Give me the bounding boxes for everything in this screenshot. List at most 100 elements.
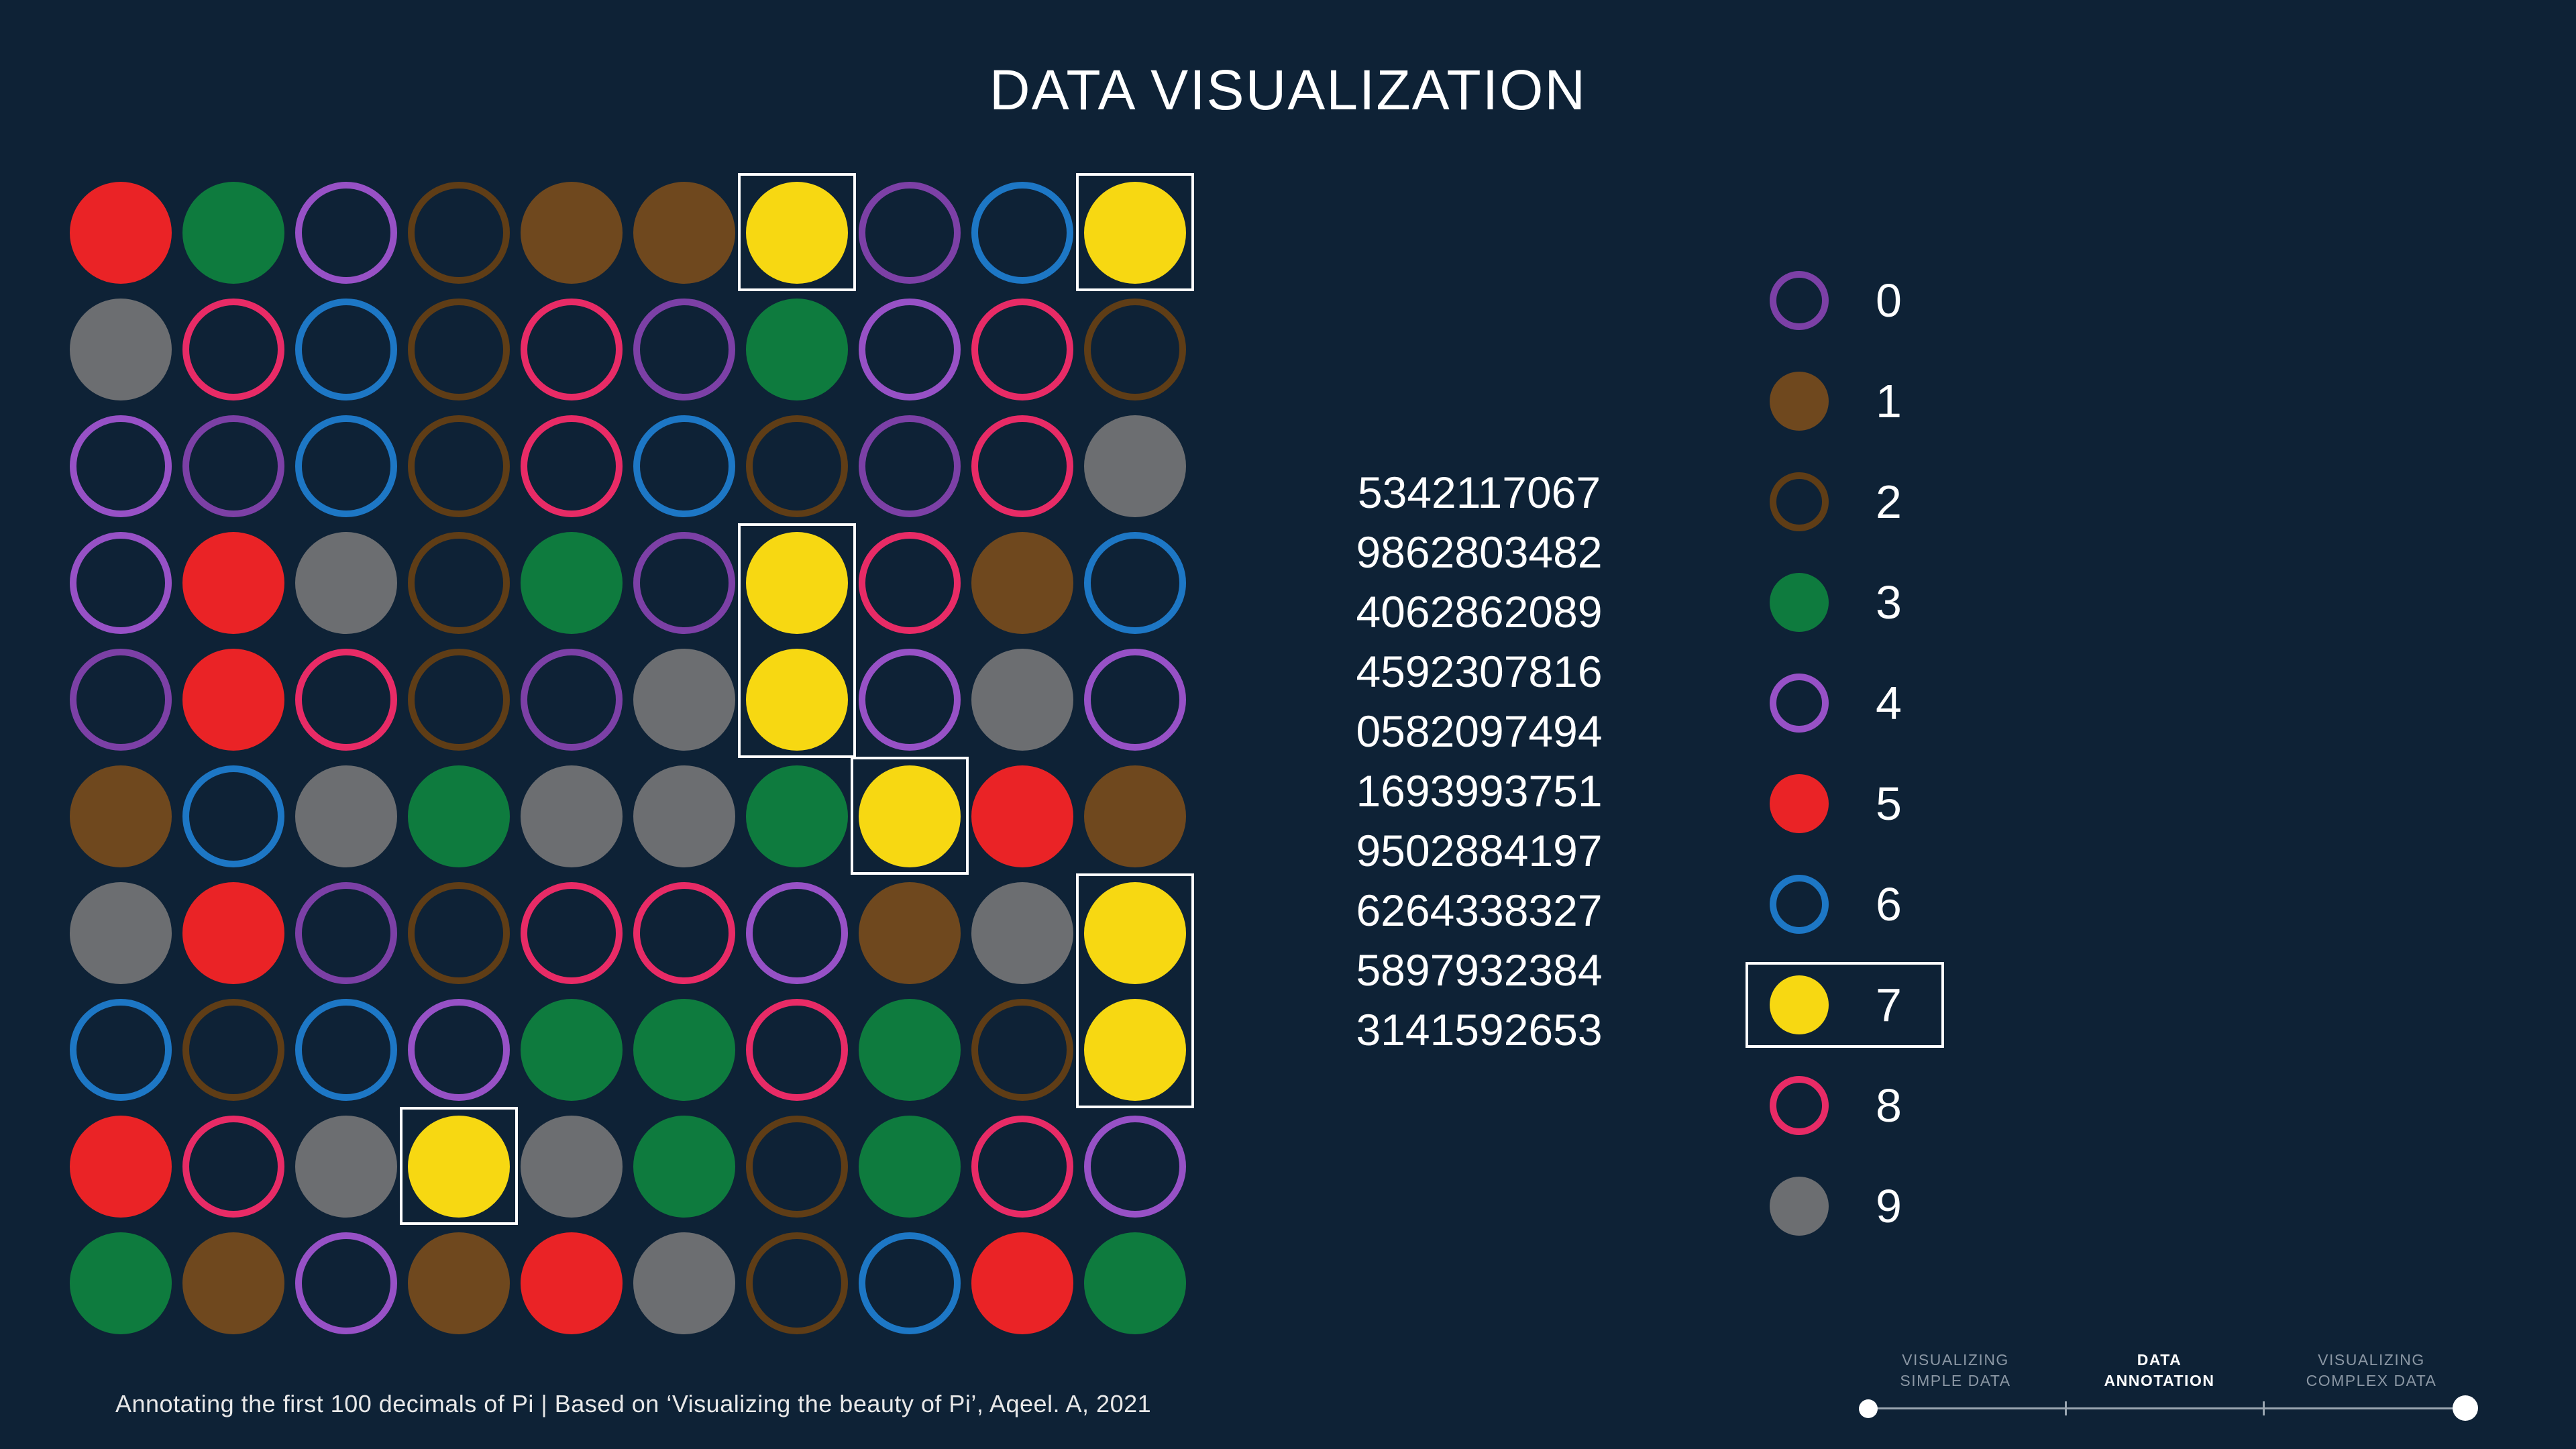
pi-row-number: 9862803482 [1356,527,1603,577]
pi-dot-grid [64,173,1194,1342]
legend-item-3: 3 [1770,552,1902,653]
timeline-step-data-annotation[interactable]: DATA ANNOTATION [2104,1350,2215,1391]
timeline-tick [2065,1401,2067,1415]
pi-dot-digit-8 [521,299,623,400]
pi-dot-digit-7 [408,1116,510,1218]
legend-item-5: 5 [1770,753,1902,854]
legend-swatch-8-icon [1770,1076,1829,1135]
legend-digit-label: 9 [1876,1180,1902,1232]
pi-dot-digit-2 [408,532,510,634]
digit7-highlight-box [738,523,856,758]
pi-dot-digit-6 [70,999,172,1101]
source-caption: Annotating the first 100 decimals of Pi … [115,1390,1152,1417]
pi-dot-digit-7 [859,765,961,867]
pi-dot-digit-7 [1084,999,1186,1101]
pi-dot-digit-1 [859,882,961,984]
pi-dot-digit-3 [1084,1232,1186,1334]
pi-dot-digit-3 [746,765,848,867]
pi-dot-digit-4 [859,649,961,751]
pi-dot-digit-8 [746,999,848,1101]
pi-dot-digit-1 [1084,765,1186,867]
timeline-step-label: ANNOTATION [2104,1372,2215,1389]
pi-dot-digit-5 [182,882,284,984]
legend-digit-label: 5 [1876,777,1902,830]
pi-dot-digit-4 [1084,1116,1186,1218]
pi-dot-digit-2 [408,882,510,984]
pi-dot-digit-1 [971,532,1073,634]
pi-dot-digit-6 [182,765,284,867]
pi-dot-digit-3 [633,999,735,1101]
pi-dot-digit-6 [295,999,397,1101]
pi-dot-digit-9 [70,299,172,400]
legend-swatch-5-icon [1770,774,1829,833]
pi-dot-digit-1 [408,1232,510,1334]
pi-dot-digit-8 [971,1116,1073,1218]
pi-dot-digit-5 [70,1116,172,1218]
digit-legend: 0 1 2 3 4 5 6 7 8 9 [1746,250,1944,1256]
pi-dot-digit-8 [521,415,623,517]
timeline-step-label: COMPLEX DATA [2306,1372,2437,1389]
legend-item-2: 2 [1770,451,1902,552]
pi-dot-digit-9 [295,532,397,634]
pi-dot-digit-7 [1084,182,1186,284]
legend-digit-label: 2 [1876,476,1902,528]
pi-dot-digit-1 [70,765,172,867]
legend-digit-label: 6 [1876,878,1902,930]
pi-row-number: 4592307816 [1356,647,1603,696]
pi-row-number: 1693993751 [1356,766,1603,816]
pi-dot-digit-7 [746,182,848,284]
pi-dot-digit-9 [633,649,735,751]
pi-row-number: 3141592653 [1356,1005,1603,1055]
pi-row-number: 0582097494 [1356,706,1603,756]
pi-dot-digit-3 [859,1116,961,1218]
pi-dot-digit-2 [182,999,284,1101]
pi-dot-digit-2 [971,999,1073,1101]
pi-dot-digit-2 [408,299,510,400]
page-title: DATA VISUALIZATION [989,58,1587,121]
pi-dot-digit-9 [971,882,1073,984]
pi-dot-digit-4 [1084,649,1186,751]
digit7-highlight-box [400,1107,518,1225]
pi-dot-digit-8 [859,532,961,634]
pi-dot-digit-8 [521,882,623,984]
legend-swatch-2-icon [1770,472,1829,531]
pi-dot-digit-3 [746,299,848,400]
pi-dot-digit-6 [295,299,397,400]
pi-dot-digit-0 [859,182,961,284]
timeline-start-dot [1859,1399,1878,1418]
pi-dot-digit-2 [746,1116,848,1218]
legend-item-6: 6 [1770,854,1902,955]
pi-dot-digit-3 [521,532,623,634]
pi-dot-digit-7 [746,649,848,751]
timeline-step-visualizing-complex-data[interactable]: VISUALIZING COMPLEX DATA [2306,1350,2437,1391]
pi-dot-digit-6 [633,415,735,517]
timeline-end-dot [2453,1395,2478,1421]
pi-dot-digit-0 [295,882,397,984]
timeline-step-label: SIMPLE DATA [1900,1372,2011,1389]
pi-dot-digit-1 [521,182,623,284]
digit7-highlight-box [738,173,856,291]
digit7-highlight-box [1076,873,1194,1108]
legend-item-9: 9 [1770,1156,1902,1256]
pi-dot-digit-1 [182,1232,284,1334]
pi-dot-digit-2 [746,415,848,517]
pi-dot-digit-3 [633,1116,735,1218]
pi-dot-digit-5 [971,1232,1073,1334]
pi-dot-digit-4 [70,532,172,634]
pi-dot-digit-0 [859,415,961,517]
pi-digit-rows: 5342117067 9862803482 4062862089 4592307816… [1348,463,1610,1060]
pi-dot-digit-4 [859,299,961,400]
pi-dot-digit-4 [295,182,397,284]
legend-swatch-7-icon [1770,975,1829,1034]
pi-dot-digit-0 [70,649,172,751]
pi-dot-digit-9 [971,649,1073,751]
pi-dot-digit-9 [1084,415,1186,517]
legend-item-1: 1 [1770,351,1902,451]
pi-dot-digit-6 [1084,532,1186,634]
timeline-step-visualizing-simple-data[interactable]: VISUALIZING SIMPLE DATA [1900,1350,2010,1391]
pi-dot-digit-0 [182,415,284,517]
pi-dot-digit-5 [182,532,284,634]
legend-digit-label: 0 [1876,274,1902,327]
